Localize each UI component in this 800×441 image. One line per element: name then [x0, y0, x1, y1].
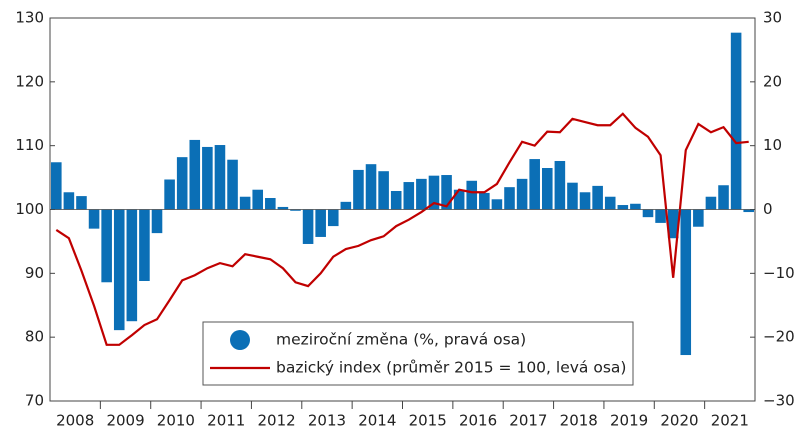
bar: [705, 196, 717, 210]
bar: [592, 185, 603, 210]
bar: [378, 171, 389, 210]
x-tick-label: 2016: [459, 412, 497, 430]
legend-label: bazický index (průměr 2015 = 100, levá o…: [276, 359, 626, 377]
bar: [453, 189, 465, 210]
bar: [428, 175, 440, 210]
bar: [630, 203, 641, 210]
bar: [315, 209, 326, 237]
bar: [667, 209, 679, 239]
y2-tick-label: −10: [763, 264, 795, 282]
bar: [390, 190, 402, 210]
line: [55, 112, 749, 346]
bar: [655, 209, 666, 223]
bar: [353, 169, 364, 210]
x-tick-label: 2019: [610, 412, 648, 430]
y-tick-label: 120: [15, 72, 44, 90]
y-tick-label: 130: [15, 9, 44, 27]
bar: [277, 206, 289, 210]
bar: [491, 199, 503, 210]
bar: [466, 180, 478, 210]
bar: [403, 182, 415, 210]
bar: [126, 209, 138, 322]
bar: [227, 159, 238, 210]
bar: [604, 196, 616, 210]
bar: [416, 178, 427, 210]
x-tick-label: 2017: [509, 412, 547, 430]
bar: [579, 192, 591, 210]
y-tick-label: 110: [15, 136, 44, 154]
y-tick-label: 90: [25, 264, 44, 282]
bar: [327, 209, 339, 227]
bar: [541, 168, 553, 210]
bar: [529, 159, 540, 210]
y2-tick-label: −30: [763, 392, 795, 410]
bar: [51, 162, 62, 210]
y-tick-label: 70: [25, 392, 44, 410]
bar: [113, 209, 125, 331]
bar: [504, 187, 515, 210]
bar: [88, 209, 100, 229]
bar: [63, 192, 75, 210]
bar: [202, 146, 213, 210]
bar: [176, 157, 188, 210]
bar: [164, 179, 175, 210]
y-tick-label: 100: [15, 200, 44, 218]
x-tick-label: 2010: [157, 412, 195, 430]
bar: [365, 164, 377, 210]
legend-label: meziroční změna (%, pravá osa): [276, 331, 526, 349]
x-tick-label: 2008: [56, 412, 94, 430]
y2-tick-label: 20: [763, 72, 782, 90]
bar: [239, 196, 251, 210]
bar: [567, 182, 578, 210]
y2-tick-label: 0: [763, 200, 773, 218]
bar: [252, 189, 264, 210]
bar: [617, 205, 629, 210]
x-tick-label: 2021: [711, 412, 749, 430]
bar: [693, 209, 704, 227]
bar: [516, 178, 528, 210]
x-tick-label: 2015: [409, 412, 447, 430]
bar: [265, 198, 276, 210]
y-tick-label: 80: [25, 328, 44, 346]
bar: [101, 209, 112, 283]
bar: [743, 209, 754, 213]
y2-tick-label: 10: [763, 136, 782, 154]
bar: [680, 209, 692, 356]
bar: [718, 185, 729, 210]
x-tick-label: 2013: [308, 412, 346, 430]
y2-tick-label: 30: [763, 9, 782, 27]
bar: [76, 196, 87, 210]
bar: [730, 32, 742, 210]
x-tick-label: 2009: [106, 412, 144, 430]
x-tick-label: 2018: [560, 412, 598, 430]
x-tick-label: 2020: [660, 412, 698, 430]
bar: [441, 175, 452, 210]
x-tick-label: 2011: [207, 412, 245, 430]
bar: [290, 209, 301, 211]
legend-box: [202, 321, 634, 386]
bar: [139, 209, 150, 281]
legend: meziroční změna (%, pravá osa) bazický in…: [202, 321, 634, 386]
bar: [340, 201, 352, 210]
bar: [189, 139, 201, 210]
x-tick-label: 2014: [358, 412, 396, 430]
x-tick-label: 2012: [258, 412, 296, 430]
bar: [302, 209, 314, 244]
bar: [214, 145, 226, 210]
y2-tick-label: −20: [763, 328, 795, 346]
bar: [642, 209, 654, 218]
bar: [554, 160, 566, 210]
bar: [479, 192, 490, 210]
legend-swatch: [230, 330, 250, 350]
bar: [151, 209, 163, 234]
